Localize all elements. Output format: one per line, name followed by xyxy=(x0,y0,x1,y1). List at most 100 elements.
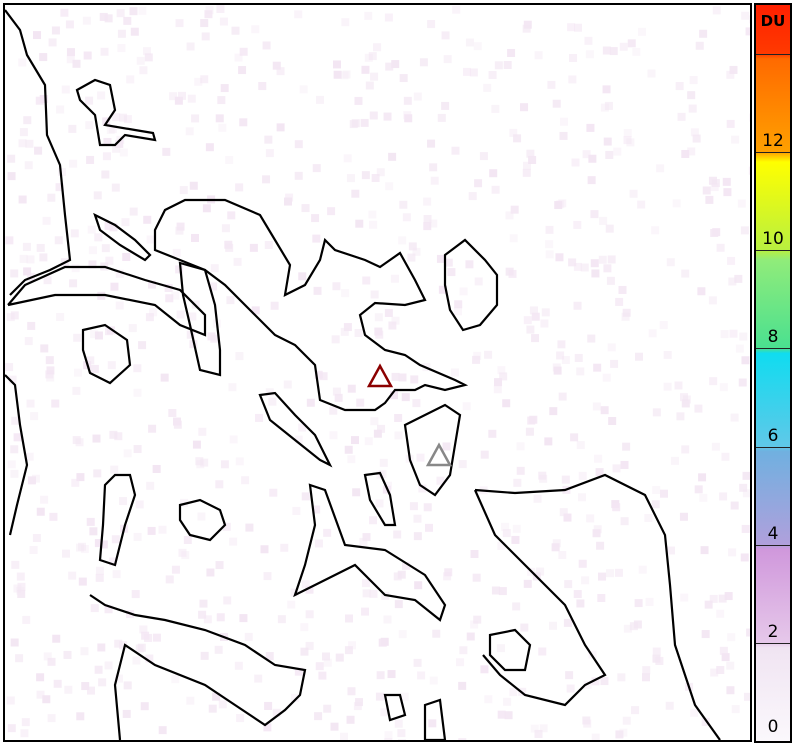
so2-pixel xyxy=(351,119,360,128)
so2-pixel xyxy=(591,733,600,742)
so2-pixel xyxy=(10,445,19,454)
so2-pixel xyxy=(298,423,307,432)
so2-pixel xyxy=(234,53,243,62)
so2-pixel xyxy=(175,265,184,274)
so2-pixel xyxy=(294,667,303,676)
so2-pixel xyxy=(651,500,660,509)
so2-pixel xyxy=(66,55,75,64)
so2-pixel xyxy=(209,282,218,291)
so2-pixel xyxy=(7,724,16,733)
so2-pixel xyxy=(730,501,739,510)
so2-pixel xyxy=(549,621,558,630)
so2-pixel xyxy=(263,723,272,732)
so2-pixel xyxy=(129,7,138,16)
so2-pixel xyxy=(416,453,425,462)
map-panel[interactable] xyxy=(3,3,758,746)
so2-pixel xyxy=(6,313,15,322)
coastlines xyxy=(4,9,721,742)
so2-pixel xyxy=(311,214,320,223)
so2-pixel xyxy=(377,424,386,433)
coastline-burias xyxy=(178,261,222,377)
so2-pixel xyxy=(203,615,212,624)
so2-pixel xyxy=(412,247,421,256)
so2-pixel xyxy=(36,507,45,516)
so2-pixel xyxy=(582,150,591,159)
colorbar-gradient xyxy=(756,5,790,741)
so2-pixel xyxy=(121,218,130,227)
so2-pixel xyxy=(348,641,357,650)
so2-pixel xyxy=(340,732,349,741)
so2-pixel xyxy=(158,525,167,534)
so2-pixel xyxy=(488,429,497,438)
so2-pixel xyxy=(711,179,720,188)
so2-pixel xyxy=(538,647,547,656)
so2-pixel xyxy=(36,243,45,252)
so2-pixel xyxy=(728,277,737,286)
so2-pixel xyxy=(462,402,471,411)
so2-pixel xyxy=(133,388,142,397)
so2-pixel xyxy=(149,308,158,317)
so2-pixel xyxy=(723,188,732,197)
so2-pixel xyxy=(619,728,628,737)
so2-pixel xyxy=(369,589,378,598)
so2-pixel xyxy=(362,276,371,285)
so2-pixel xyxy=(222,522,231,531)
so2-pixel xyxy=(341,289,350,298)
so2-pixel xyxy=(139,66,148,75)
so2-pixel xyxy=(18,139,27,148)
so2-pixel xyxy=(186,42,195,51)
so2-pixel xyxy=(424,523,433,532)
so2-pixel xyxy=(88,260,97,269)
so2-pixel xyxy=(498,587,507,596)
coastline-peninsula xyxy=(153,198,469,412)
so2-pixel xyxy=(48,38,57,47)
so2-pixel xyxy=(71,478,80,487)
so2-pixel xyxy=(513,478,522,487)
so2-pixel xyxy=(525,427,534,436)
so2-pixel xyxy=(452,5,461,14)
so2-pixel xyxy=(587,176,596,185)
so2-pixel xyxy=(596,541,605,550)
so2-pixel xyxy=(142,47,151,56)
so2-pixel xyxy=(143,215,152,224)
so2-pixel xyxy=(651,226,660,235)
so2-pixel xyxy=(51,26,60,35)
so2-pixel xyxy=(663,350,672,359)
so2-pixel xyxy=(343,154,352,163)
so2-pixel xyxy=(389,391,398,400)
so2-pixel xyxy=(497,366,506,375)
so2-pixel xyxy=(31,474,40,483)
so2-pixel xyxy=(637,200,646,209)
so2-pixel xyxy=(552,99,561,108)
so2-pixel xyxy=(557,340,566,349)
so2-pixel xyxy=(741,11,750,20)
so2-pixel xyxy=(429,163,438,172)
so2-pixel xyxy=(430,176,439,185)
so2-pixel xyxy=(13,433,22,442)
so2-pixel xyxy=(513,134,522,143)
so2-pixel xyxy=(600,677,609,686)
colorbar-tick-label: 6 xyxy=(767,425,779,446)
so2-pixel xyxy=(68,571,77,580)
so2-pixel xyxy=(263,572,272,581)
so2-pixel xyxy=(11,416,20,425)
map-svg xyxy=(4,5,758,746)
so2-pixel xyxy=(22,242,31,251)
so2-pixel xyxy=(719,383,728,392)
so2-pixel xyxy=(95,573,104,582)
so2-pixel xyxy=(5,236,14,245)
so2-pixel xyxy=(10,469,19,478)
so2-pixel xyxy=(69,279,78,288)
so2-pixel xyxy=(254,674,263,683)
so2-pixel xyxy=(212,692,221,701)
so2-pixel xyxy=(80,647,89,656)
so2-pixel xyxy=(731,135,740,144)
so2-pixel xyxy=(83,51,92,60)
so2-pixel xyxy=(332,282,341,291)
so2-pixel xyxy=(393,572,402,581)
so2-pixel xyxy=(652,647,661,656)
so2-pixel xyxy=(702,186,711,195)
so2-pixel xyxy=(245,523,254,532)
so2-pixel xyxy=(719,646,728,655)
so2-pixel xyxy=(369,220,378,229)
